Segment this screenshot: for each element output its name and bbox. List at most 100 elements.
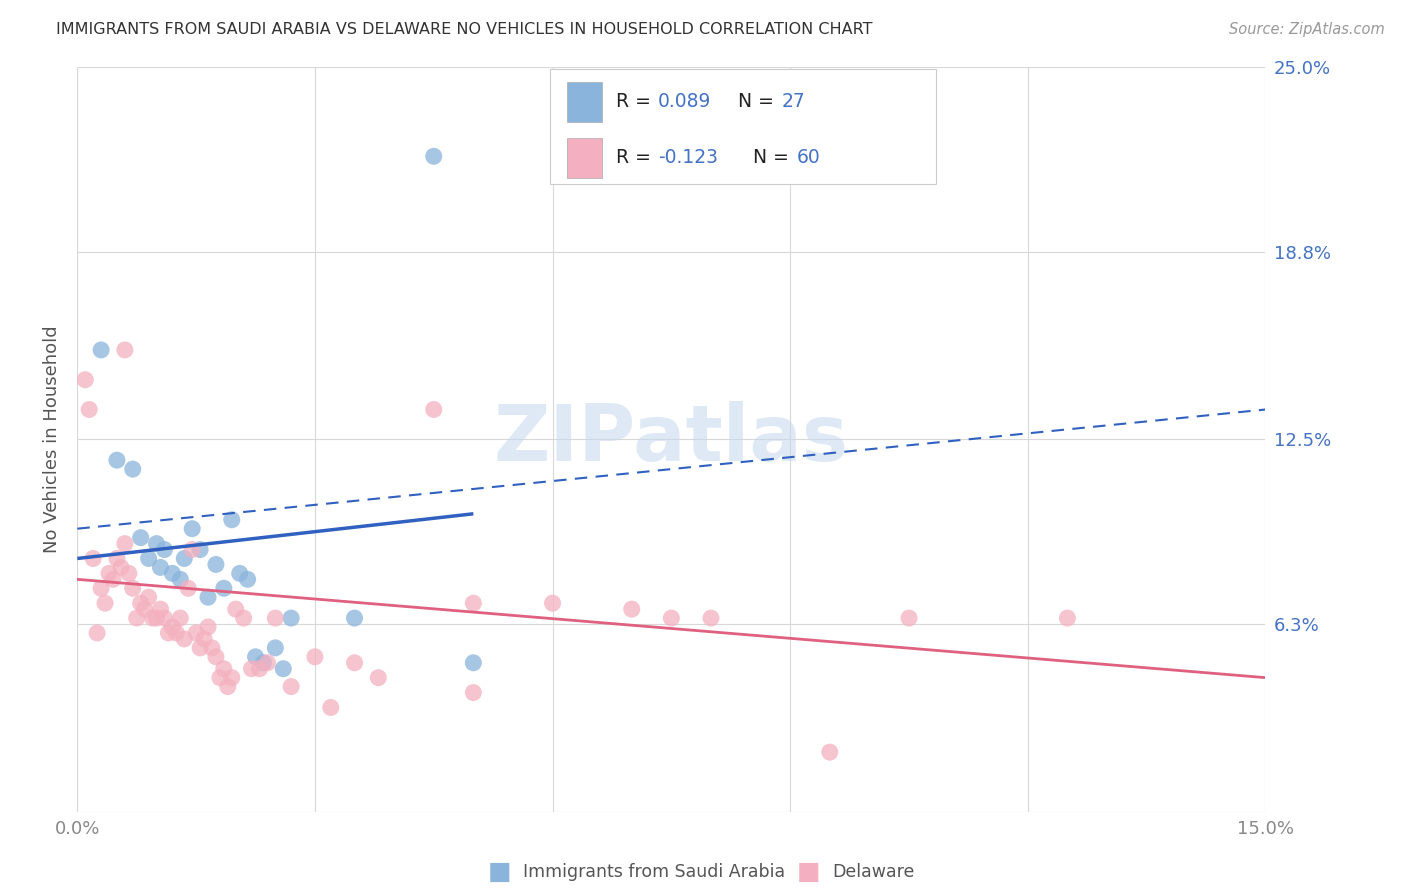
Point xyxy=(138,591,160,605)
Y-axis label: No Vehicles in Household: No Vehicles in Household xyxy=(42,326,60,553)
Point xyxy=(114,343,136,357)
Point xyxy=(77,402,100,417)
Point xyxy=(129,531,152,545)
Point xyxy=(162,620,184,634)
Text: N =: N = xyxy=(720,93,780,112)
Text: 0.089: 0.089 xyxy=(658,93,711,112)
Point xyxy=(173,632,195,646)
Point xyxy=(1056,611,1078,625)
Point xyxy=(205,558,228,572)
Point xyxy=(177,582,200,596)
Point xyxy=(245,649,267,664)
Point xyxy=(898,611,921,625)
Point xyxy=(252,656,274,670)
Point xyxy=(423,402,446,417)
Point xyxy=(105,551,128,566)
Text: -0.123: -0.123 xyxy=(658,148,718,168)
Point xyxy=(86,626,108,640)
Text: R =: R = xyxy=(616,93,657,112)
Point xyxy=(271,662,294,676)
Point xyxy=(82,551,104,566)
Point xyxy=(463,685,485,699)
Point xyxy=(125,611,148,625)
Point xyxy=(145,611,167,625)
Point xyxy=(118,566,141,581)
Point xyxy=(105,453,128,467)
Point xyxy=(343,611,366,625)
Point xyxy=(541,596,564,610)
Point xyxy=(188,640,211,655)
Point xyxy=(169,611,191,625)
Text: ZIPatlas: ZIPatlas xyxy=(494,401,849,477)
Point xyxy=(208,671,231,685)
Point xyxy=(343,656,366,670)
Point xyxy=(212,662,235,676)
Text: N =: N = xyxy=(735,148,796,168)
Point xyxy=(110,560,132,574)
Point xyxy=(423,149,446,163)
Text: Immigrants from Saudi Arabia: Immigrants from Saudi Arabia xyxy=(523,863,785,881)
Text: IMMIGRANTS FROM SAUDI ARABIA VS DELAWARE NO VEHICLES IN HOUSEHOLD CORRELATION CH: IMMIGRANTS FROM SAUDI ARABIA VS DELAWARE… xyxy=(56,22,873,37)
Point xyxy=(193,632,215,646)
Point xyxy=(162,566,184,581)
Point xyxy=(221,671,243,685)
Point xyxy=(138,551,160,566)
Point xyxy=(197,591,219,605)
Point xyxy=(228,566,250,581)
Point xyxy=(700,611,723,625)
Point xyxy=(319,700,342,714)
Point xyxy=(149,602,172,616)
Point xyxy=(129,596,152,610)
Point xyxy=(264,611,287,625)
Point xyxy=(232,611,254,625)
Point xyxy=(121,462,143,476)
Point xyxy=(173,551,195,566)
Point xyxy=(249,662,271,676)
Point xyxy=(134,602,156,616)
Point xyxy=(142,611,165,625)
Point xyxy=(201,640,224,655)
Point xyxy=(149,560,172,574)
Point xyxy=(169,572,191,586)
Point xyxy=(165,626,187,640)
Point xyxy=(197,620,219,634)
Point xyxy=(280,680,302,694)
Point xyxy=(463,656,485,670)
Point xyxy=(217,680,239,694)
Point xyxy=(114,536,136,550)
Text: ■: ■ xyxy=(797,861,820,884)
Point xyxy=(157,626,180,640)
Point xyxy=(94,596,117,610)
Text: 27: 27 xyxy=(782,93,806,112)
Point xyxy=(304,649,326,664)
Point xyxy=(145,536,167,550)
Point xyxy=(240,662,263,676)
Point xyxy=(256,656,278,670)
Point xyxy=(463,596,485,610)
Point xyxy=(75,373,97,387)
Point xyxy=(661,611,683,625)
Point xyxy=(101,572,124,586)
Point xyxy=(212,582,235,596)
Text: ■: ■ xyxy=(488,861,510,884)
Point xyxy=(153,542,176,557)
Point xyxy=(280,611,302,625)
Point xyxy=(225,602,247,616)
Text: 60: 60 xyxy=(797,148,821,168)
Point xyxy=(818,745,841,759)
Point xyxy=(264,640,287,655)
Point xyxy=(620,602,643,616)
Point xyxy=(98,566,121,581)
Point xyxy=(205,649,228,664)
Point xyxy=(236,572,259,586)
Point xyxy=(186,626,208,640)
Text: Source: ZipAtlas.com: Source: ZipAtlas.com xyxy=(1229,22,1385,37)
Point xyxy=(181,522,204,536)
Point xyxy=(367,671,389,685)
Text: Delaware: Delaware xyxy=(832,863,915,881)
Point xyxy=(181,542,204,557)
Point xyxy=(221,513,243,527)
Point xyxy=(121,582,143,596)
Point xyxy=(90,343,112,357)
Point xyxy=(90,582,112,596)
